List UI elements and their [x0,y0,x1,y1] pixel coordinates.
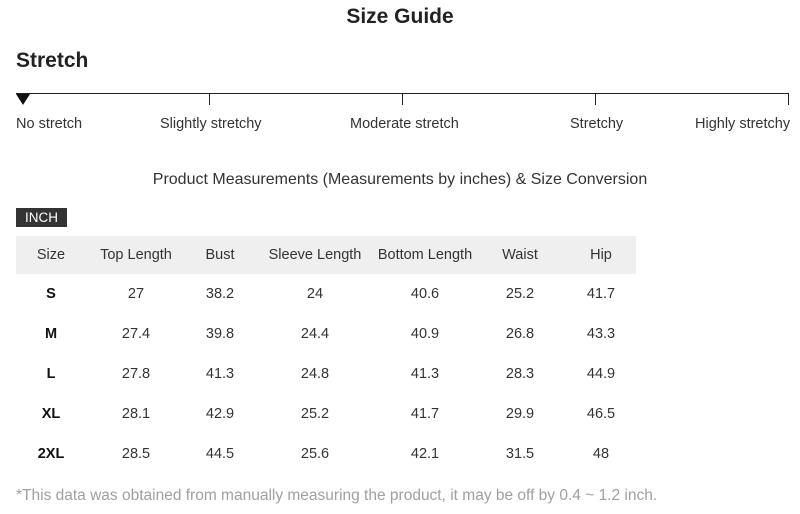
table-cell: 28.1 [121,406,151,422]
stretch-heading: Stretch [16,49,89,72]
table-cell: 39.8 [205,326,235,342]
table-cell: 26.8 [505,326,535,342]
table-cell: 41.7 [586,286,616,302]
stretch-label-stretchy: Stretchy [570,116,624,132]
size-cell: L [46,366,56,382]
stretch-label-moderate-stretch: Moderate stretch [350,116,459,132]
table-cell: 41.7 [410,406,440,422]
table-cell: 41.3 [410,366,440,382]
table-cell: 27 [127,286,145,302]
table-cell: 27.4 [121,326,151,342]
measurements-subtitle: Product Measurements (Measurements by in… [152,171,648,188]
stretch-indicator-icon [16,94,30,105]
table-row: S 27 38.2 24 40.6 25.2 41.7 [16,274,636,314]
table-cell: 44.9 [586,366,616,382]
column-header-bottom-length: Bottom Length [377,247,473,263]
table-header-row: Size Top Length Bust Sleeve Length Botto… [16,236,636,274]
table-cell: 28.3 [505,366,535,382]
column-header-size: Size [36,247,66,263]
table-row: M 27.4 39.8 24.4 40.9 26.8 43.3 [16,314,636,354]
stretch-tick [788,93,789,105]
table-row: L 27.8 41.3 24.8 41.3 28.3 44.9 [16,354,636,394]
table-cell: 42.9 [205,406,235,422]
measurement-disclaimer: *This data was obtained from manually me… [16,487,658,504]
table-cell: 27.8 [121,366,151,382]
size-cell: M [44,326,58,342]
stretch-tick [402,93,403,105]
size-cell: S [46,286,56,302]
table-cell: 42.1 [410,446,440,462]
table-row: 2XL 28.5 44.5 25.6 42.1 31.5 48 [16,434,636,474]
column-header-sleeve-length: Sleeve Length [268,247,362,263]
stretch-tick [595,93,596,105]
table-cell: 24 [306,286,324,302]
column-header-bust: Bust [205,247,235,263]
table-cell: 28.5 [121,446,151,462]
table-cell: 24.8 [300,366,330,382]
table-cell: 43.3 [586,326,616,342]
table-cell: 24.4 [300,326,330,342]
table-cell: 41.3 [205,366,235,382]
table-cell: 46.5 [586,406,616,422]
stretch-label-slightly-stretchy: Slightly stretchy [160,116,262,132]
stretch-label-highly-stretchy: Highly stretchy [695,116,791,132]
table-cell: 25.6 [300,446,330,462]
unit-badge-inch[interactable]: INCH [16,208,67,227]
table-cell: 40.6 [410,286,440,302]
stretch-tick [209,93,210,105]
table-cell: 31.5 [505,446,535,462]
column-header-hip: Hip [590,247,612,263]
table-cell: 25.2 [300,406,330,422]
table-cell: 44.5 [205,446,235,462]
table-cell: 25.2 [505,286,535,302]
table-cell: 48 [592,446,610,462]
page-title: Size Guide [346,5,454,28]
table-cell: 38.2 [205,286,235,302]
table-cell: 29.9 [505,406,535,422]
size-cell: 2XL [37,446,65,462]
table-row: XL 28.1 42.9 25.2 41.7 29.9 46.5 [16,394,636,434]
column-header-waist: Waist [502,247,538,263]
table-cell: 40.9 [410,326,440,342]
size-cell: XL [41,406,61,422]
column-header-top-length: Top Length [100,247,172,263]
stretch-label-no-stretch: No stretch [16,116,83,132]
size-table: Size Top Length Bust Sleeve Length Botto… [16,236,636,474]
